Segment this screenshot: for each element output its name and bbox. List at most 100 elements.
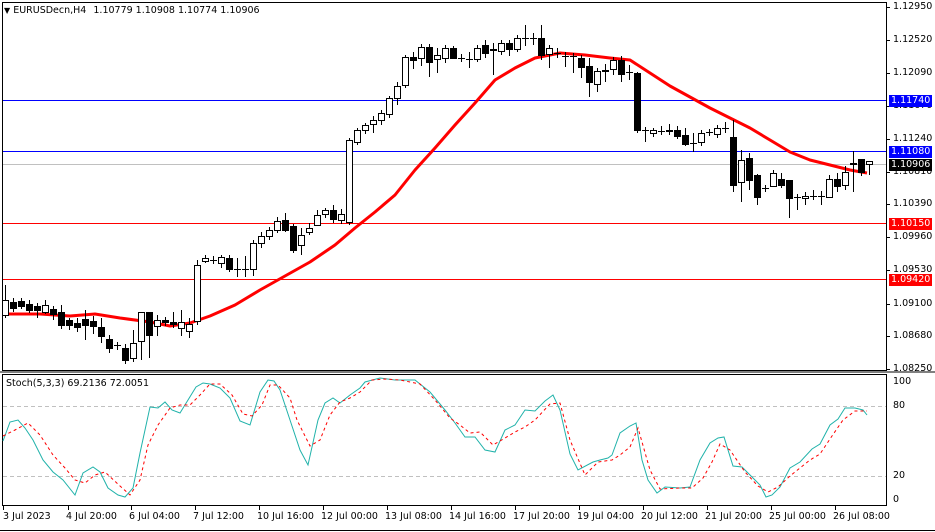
candle-bull [610,60,617,70]
candle-bear [586,66,593,83]
time-axis-label: 6 Jul 04:00 [129,511,180,522]
candle-bull [866,161,873,165]
candle-bull [322,210,329,215]
candle-bull [218,257,225,264]
price-tag: 1.11080 [889,145,933,158]
time-axis-label: 7 Jul 12:00 [193,511,244,522]
candle-bear [538,38,545,56]
candle-bull [842,172,849,186]
price-axis-label: 1.11240 [893,133,933,144]
candle-bear [82,319,89,326]
symbol-label: EURUSDecn,H4 [13,5,87,16]
candle-bull [186,324,193,332]
candle-bull [370,120,377,125]
time-axis-label: 25 Jul 00:00 [769,511,826,522]
candle-bull [346,140,353,223]
candle-bear [666,130,673,132]
candle-bear [170,322,177,325]
time-axis-label: 4 Jul 20:00 [66,511,117,522]
time-axis-label: 3 Jul 2023 [3,511,51,522]
candle-bull [250,243,257,270]
price-axis-label: 1.12950 [893,1,933,12]
triangle-down-icon[interactable]: ▼ [4,6,11,15]
price-tag: 1.10150 [889,217,933,230]
candle-bear [778,179,785,186]
price-tag: 1.11740 [889,94,933,107]
candle-bull [362,125,369,131]
price-axis-label: 1.10390 [893,198,933,209]
price-axis-label: 1.10810 [893,166,933,177]
candle-bear [290,226,297,251]
candle-bear [122,348,129,361]
candle-bull [498,43,505,52]
candle-bull [194,265,201,322]
candle-bull [258,236,265,244]
candle-bear [450,48,457,59]
candle-bear [410,57,417,61]
candle-bull [738,160,745,183]
candle-bear [786,180,793,199]
candle-bull [394,86,401,99]
candle-bull [434,55,441,60]
candle-bear [578,58,585,68]
time-axis-label: 14 Jul 16:00 [449,511,506,522]
candle-bull [826,179,833,198]
candle-bull [402,57,409,86]
candle-bull [602,70,609,72]
candle-bear [90,321,97,327]
candle-bear [426,47,433,63]
time-axis-label: 12 Jul 00:00 [321,511,378,522]
candle-bear [746,158,753,181]
candle-bear [18,301,25,307]
candle-bear [682,135,689,145]
candle-bull [714,128,721,135]
candle-bear [330,210,337,220]
candle-bull [202,258,209,262]
price-axis-label: 1.12520 [893,34,933,45]
candle-bull [314,215,321,226]
stoch-signal-line [2,378,867,496]
candle-bear [674,130,681,137]
candle-bull [442,48,449,59]
price-axis-label: 1.09530 [893,264,933,275]
price-axis-label: 1.09960 [893,231,933,242]
candle-bear [618,60,625,75]
time-axis-label: 10 Jul 16:00 [257,511,314,522]
candle-bull [266,230,273,237]
time-axis-label: 21 Jul 20:00 [705,511,762,522]
candle-bull [650,130,657,134]
candle-bear [34,306,41,311]
time-axis-label: 20 Jul 12:00 [641,511,698,522]
price-axis-label: 1.09100 [893,298,933,309]
candle-bear [58,312,65,326]
candle-bull [306,228,313,233]
candle-bear [98,327,105,337]
candle-bull [378,113,385,121]
stoch-axis-label: 80 [893,400,906,411]
stoch-panel-border [2,374,887,506]
candle-bear [754,175,761,198]
current-price-tag: 1.10906 [889,158,933,171]
candle-bear [634,73,641,131]
time-axis-label: 13 Jul 08:00 [385,511,442,522]
candle-bear [74,323,81,328]
stoch-main-line [2,377,868,498]
candle-bear [106,339,113,349]
candle-bull [130,343,137,359]
candle-bear [834,179,841,187]
candle-bull [154,320,161,327]
candle-bull [298,235,305,246]
candle-bear [50,309,57,315]
candle-bear [10,302,17,309]
stoch-title: Stoch(5,3,3) 69.2136 72.0051 [6,378,150,389]
stoch-axis-label: 0 [893,494,900,505]
ohlc-label: 1.10779 1.10908 1.10774 1.10906 [93,5,260,16]
candle-bull [546,48,553,55]
candle-bear [730,137,737,186]
candle-bull [338,214,345,221]
candle-bull [354,130,361,143]
candle-bull [178,322,185,329]
candle-bull [138,312,145,342]
